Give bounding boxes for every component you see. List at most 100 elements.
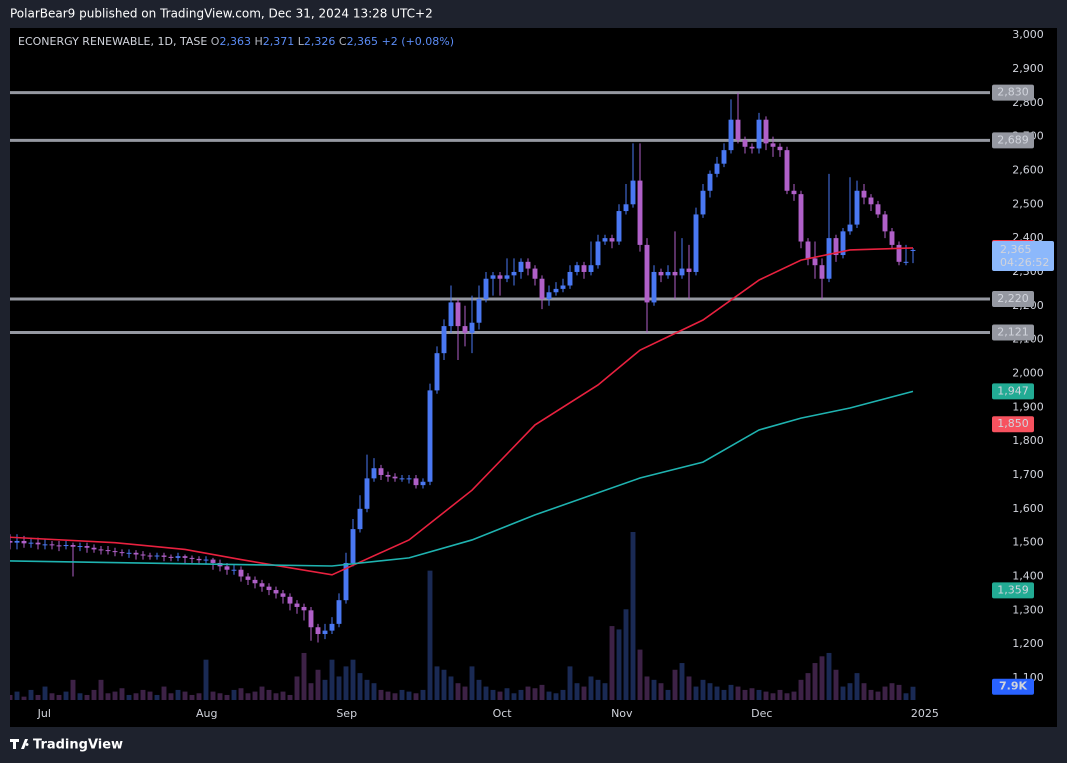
- volume-bar: [189, 694, 195, 700]
- candle-body: [413, 478, 419, 486]
- volume-bar: [224, 694, 230, 700]
- volume-bar: [336, 676, 342, 700]
- candle-body: [546, 292, 552, 300]
- candle-body: [196, 558, 202, 561]
- volume-bar: [875, 691, 881, 700]
- volume-bar: [910, 686, 916, 700]
- moving-average: [10, 247, 914, 576]
- volume-bar: [791, 691, 797, 700]
- legend-key: C: [339, 35, 347, 48]
- candle-body: [511, 271, 517, 276]
- candle-body: [14, 540, 20, 543]
- x-tick-label: 2025: [911, 707, 939, 720]
- candle-body: [259, 583, 265, 587]
- volume-bar: [434, 666, 440, 700]
- volume-bar: [84, 694, 90, 700]
- volume-bar: [630, 532, 636, 700]
- candle-body: [616, 211, 622, 242]
- countdown: 04:26:52: [1000, 256, 1049, 269]
- candle-body: [462, 326, 468, 333]
- volume-bar: [868, 689, 874, 700]
- volume-bar: [14, 691, 20, 700]
- volume-bar: [98, 679, 104, 700]
- candle-body: [364, 478, 370, 509]
- candle-body: [707, 173, 713, 191]
- level-tag-bg: [992, 324, 1034, 341]
- level-tag: 2,220: [997, 292, 1029, 305]
- volume-bar: [707, 683, 713, 700]
- candle-body: [791, 190, 797, 195]
- volume-bar: [378, 689, 384, 700]
- volume-bar: [581, 686, 587, 700]
- candle-body: [497, 275, 503, 279]
- volume-bar: [119, 688, 125, 700]
- candle-body: [182, 556, 188, 558]
- candle-body: [861, 190, 867, 198]
- x-tick-label: Nov: [611, 707, 633, 720]
- volume-bar: [343, 666, 349, 700]
- candle-body: [448, 302, 454, 327]
- volume-bar: [525, 686, 531, 700]
- y-tick-label: 1,800: [1012, 434, 1044, 447]
- x-tick-label: Jul: [37, 707, 51, 720]
- volume-bar: [518, 689, 524, 700]
- candle-body: [826, 238, 832, 279]
- candle-body: [392, 476, 398, 479]
- volume-bar: [399, 689, 405, 700]
- level-tag: 2,830: [997, 86, 1029, 99]
- volume-bar: [91, 689, 97, 700]
- volume-bar: [413, 693, 419, 700]
- level-tag: 2,689: [997, 133, 1029, 146]
- candle-body: [539, 278, 545, 300]
- volume-bar: [833, 669, 839, 700]
- volume-bar: [196, 693, 202, 700]
- candle-body: [756, 119, 762, 149]
- volume-bar: [469, 666, 475, 700]
- volume-bar: [385, 691, 391, 700]
- candle-body: [168, 556, 174, 558]
- candle-body: [700, 190, 706, 215]
- legend-value: 2,371: [263, 35, 295, 48]
- candle-body: [434, 353, 440, 391]
- candle-body: [665, 271, 671, 276]
- volume-bar: [441, 669, 447, 700]
- x-tick-label: Aug: [196, 707, 217, 720]
- volume-bar: [175, 689, 181, 700]
- candle-body: [882, 214, 888, 232]
- candle-body: [651, 271, 657, 303]
- candle-body: [623, 204, 629, 212]
- volume-bar: [567, 666, 573, 700]
- volume-bar: [819, 656, 825, 700]
- y-tick-label: 1,600: [1012, 502, 1044, 515]
- candle-body: [525, 261, 531, 269]
- candle-body: [399, 478, 405, 480]
- candle-body: [322, 630, 328, 635]
- volume-bar: [721, 689, 727, 700]
- candle-body: [98, 549, 104, 551]
- volume-bar: [35, 694, 41, 700]
- volume-bar: [315, 669, 321, 700]
- volume-bar: [742, 689, 748, 700]
- volume-bar: [252, 691, 258, 700]
- y-tick-label: 1,400: [1012, 569, 1044, 582]
- footer-logo[interactable]: TradingView: [10, 738, 123, 753]
- candle-body: [595, 241, 601, 266]
- candle-body: [329, 623, 335, 631]
- candle-body: [889, 231, 895, 245]
- x-tick-label: Dec: [751, 707, 772, 720]
- volume-bar: [686, 676, 692, 700]
- volume-bar: [679, 663, 685, 700]
- candle-body: [126, 552, 132, 554]
- volume-bar: [308, 683, 314, 700]
- volume-bar: [161, 686, 167, 700]
- price-tag: 1,850: [997, 417, 1029, 430]
- volume-bar: [784, 693, 790, 700]
- volume-bar: [560, 689, 566, 700]
- candle-body: [252, 579, 258, 584]
- candle-body: [854, 190, 860, 225]
- candle-body: [105, 550, 111, 552]
- candle-body: [714, 163, 720, 174]
- candle-body: [350, 529, 356, 563]
